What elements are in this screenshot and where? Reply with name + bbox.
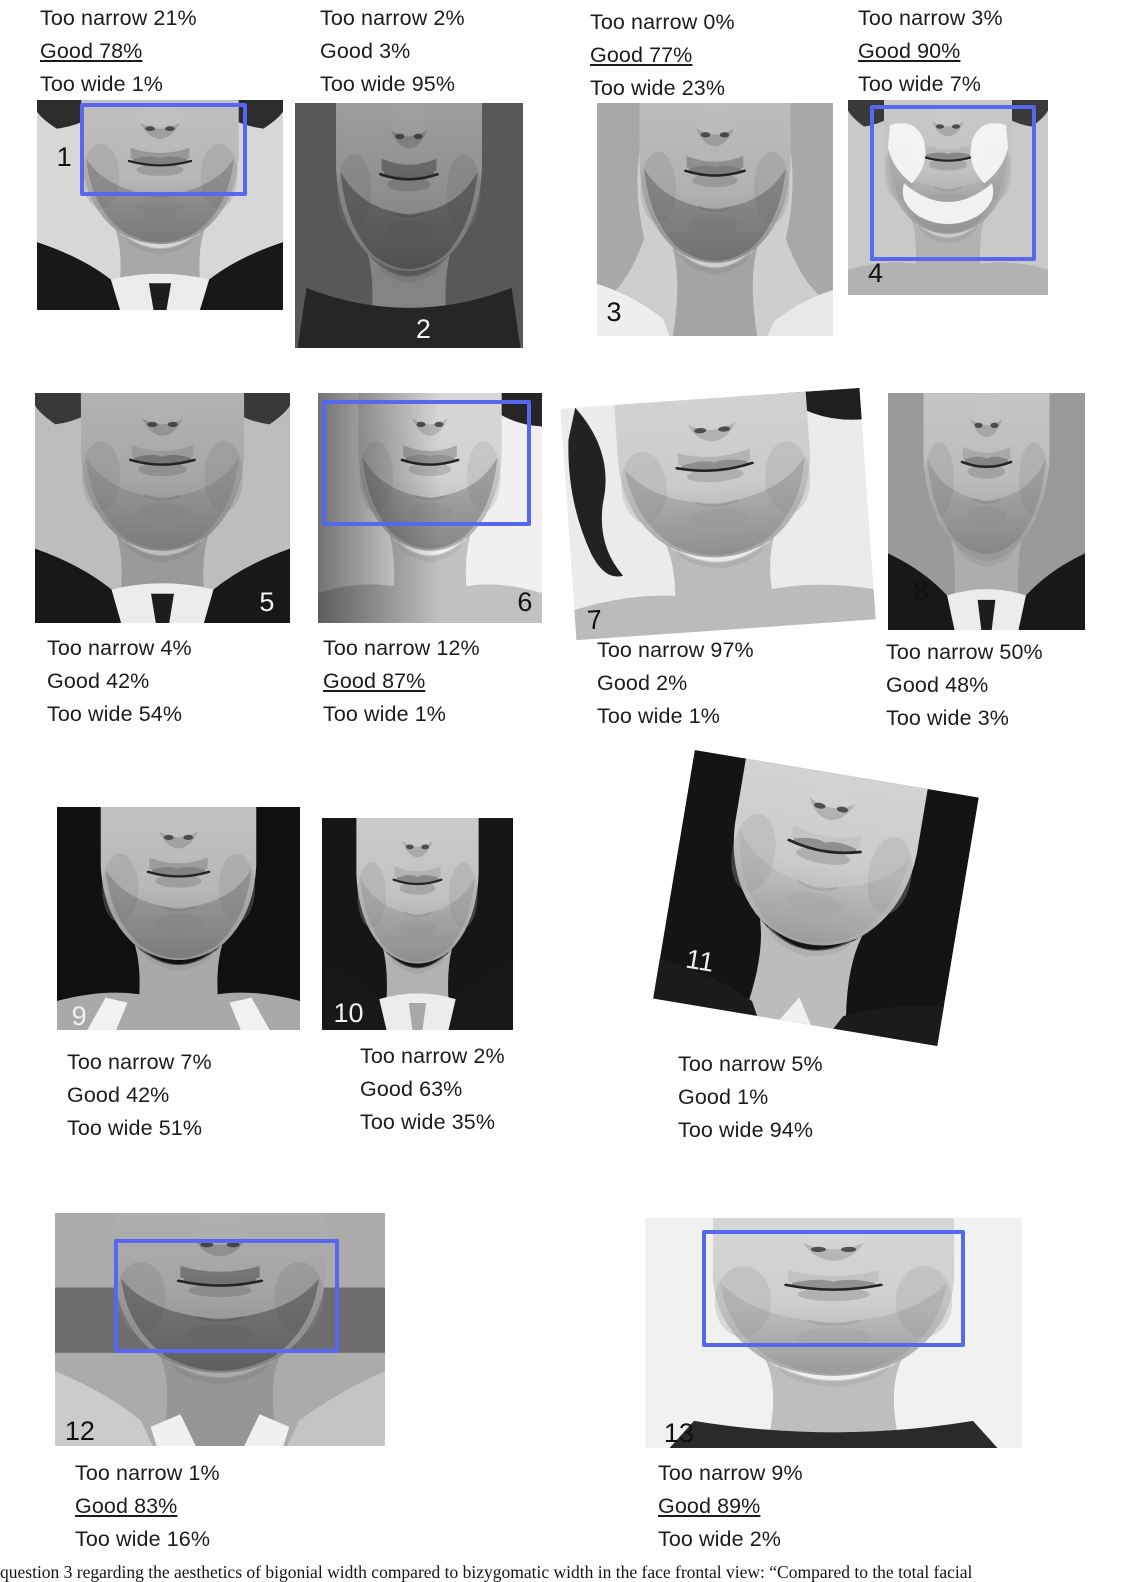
- stat-too-narrow: Too narrow 2%: [360, 1044, 505, 1068]
- stat-too-narrow: Too narrow 1%: [75, 1461, 220, 1485]
- figure-caption: question 3 regarding the aesthetics of b…: [0, 1562, 973, 1582]
- stat-too-narrow: Too narrow 2%: [320, 6, 465, 30]
- stat-too-wide: Too wide 54%: [47, 702, 183, 726]
- face-photo: 8: [888, 393, 1085, 630]
- photo-number-label: 7: [586, 603, 604, 635]
- face-illustration: [55, 1213, 385, 1446]
- face-illustration: [318, 393, 542, 623]
- face-photo: 11: [653, 749, 979, 1047]
- face-photo: 1: [37, 100, 283, 310]
- stat-too-narrow: Too narrow 21%: [40, 6, 197, 30]
- face-photo: 7: [560, 387, 876, 641]
- face-illustration: [653, 749, 979, 1047]
- face-illustration: [322, 818, 513, 1030]
- photo-number-label: 8: [913, 575, 929, 606]
- stat-good: Good 89%: [658, 1494, 761, 1518]
- face-illustration: [57, 807, 300, 1030]
- stats-block: Too narrow 3% Good 90% Too wide 7%: [858, 2, 1003, 101]
- photo-number-label: 5: [259, 586, 275, 617]
- aoi-box: [322, 399, 531, 527]
- face-photo: 12: [55, 1213, 385, 1446]
- photo-number-label: 13: [663, 1418, 694, 1448]
- stat-too-narrow: Too narrow 5%: [678, 1052, 823, 1076]
- aoi-box: [114, 1238, 339, 1353]
- stat-too-narrow: Too narrow 12%: [323, 636, 480, 660]
- stats-block: Too narrow 2% Good 3% Too wide 95%: [320, 2, 465, 101]
- photo-number-label: 6: [517, 586, 533, 617]
- photo-number-label: 10: [333, 998, 364, 1029]
- stat-too-wide: Too wide 16%: [75, 1527, 211, 1551]
- face-photo: 13: [645, 1218, 1022, 1448]
- face-photo: 10: [322, 818, 513, 1030]
- face-illustration: [888, 393, 1085, 630]
- stat-too-wide: Too wide 1%: [40, 72, 164, 96]
- photo-number-label: 12: [64, 1416, 95, 1446]
- stat-too-wide: Too wide 1%: [323, 702, 447, 726]
- stat-too-wide: Too wide 7%: [858, 72, 982, 96]
- stat-good: Good 83%: [75, 1494, 178, 1518]
- face-photo: 2: [295, 103, 523, 348]
- face-photo: 3: [597, 103, 833, 336]
- photo-number-label: 9: [71, 1001, 87, 1030]
- stat-too-wide: Too wide 35%: [360, 1110, 496, 1134]
- face-illustration: [848, 100, 1048, 295]
- stat-too-wide: Too wide 2%: [658, 1527, 782, 1551]
- stats-block: Too narrow 5% Good 1% Too wide 94%: [678, 1048, 823, 1147]
- stat-too-wide: Too wide 95%: [320, 72, 456, 96]
- face-illustration: [645, 1218, 1022, 1448]
- stat-good: Good 3%: [320, 39, 411, 63]
- face-photo: 6: [318, 393, 542, 623]
- stat-too-narrow: Too narrow 0%: [590, 10, 735, 34]
- stats-block: Too narrow 12% Good 87% Too wide 1%: [323, 632, 480, 731]
- stat-good: Good 87%: [323, 669, 426, 693]
- photo-number-label: 11: [683, 943, 717, 978]
- stat-too-narrow: Too narrow 4%: [47, 636, 192, 660]
- stat-good: Good 42%: [47, 669, 150, 693]
- face-illustration: [35, 393, 290, 623]
- stat-good: Good 63%: [360, 1077, 463, 1101]
- stat-too-wide: Too wide 1%: [597, 704, 721, 728]
- photo-number-label: 1: [56, 142, 72, 173]
- stat-too-wide: Too wide 94%: [678, 1118, 814, 1142]
- stats-block: Too narrow 2% Good 63% Too wide 35%: [360, 1040, 505, 1139]
- face-photo: 9: [57, 807, 300, 1030]
- stat-good: Good 2%: [597, 671, 688, 695]
- stats-block: Too narrow 50% Good 48% Too wide 3%: [886, 636, 1043, 735]
- stat-too-narrow: Too narrow 97%: [597, 638, 754, 662]
- face-illustration: [560, 387, 876, 641]
- stat-good: Good 42%: [67, 1083, 170, 1107]
- stat-too-wide: Too wide 51%: [67, 1116, 203, 1140]
- stat-too-narrow: Too narrow 9%: [658, 1461, 803, 1485]
- stat-good: Good 48%: [886, 673, 989, 697]
- stats-block: Too narrow 7% Good 42% Too wide 51%: [67, 1046, 212, 1145]
- stat-too-wide: Too wide 23%: [590, 76, 726, 100]
- aoi-box: [870, 104, 1036, 261]
- photo-number-label: 3: [606, 296, 622, 327]
- stats-block: Too narrow 0% Good 77% Too wide 23%: [590, 6, 735, 105]
- stat-too-narrow: Too narrow 50%: [886, 640, 1043, 664]
- stats-block: Too narrow 4% Good 42% Too wide 54%: [47, 632, 192, 731]
- stats-block: Too narrow 97% Good 2% Too wide 1%: [597, 634, 754, 733]
- stats-block: Too narrow 9% Good 89% Too wide 2%: [658, 1457, 803, 1556]
- photo-number-label: 4: [868, 257, 884, 288]
- stats-block: Too narrow 1% Good 83% Too wide 16%: [75, 1457, 220, 1556]
- stat-good: Good 90%: [858, 39, 961, 63]
- face-illustration: [295, 103, 523, 348]
- photo-number-label: 2: [415, 314, 431, 345]
- stat-good: Good 78%: [40, 39, 143, 63]
- stats-block: Too narrow 21% Good 78% Too wide 1%: [40, 2, 197, 101]
- aoi-box: [701, 1229, 966, 1347]
- stat-too-narrow: Too narrow 3%: [858, 6, 1003, 30]
- stat-good: Good 1%: [678, 1085, 769, 1109]
- aoi-box: [80, 103, 248, 196]
- face-photo: 5: [35, 393, 290, 623]
- stat-too-narrow: Too narrow 7%: [67, 1050, 212, 1074]
- stat-too-wide: Too wide 3%: [886, 706, 1010, 730]
- face-illustration: [597, 103, 833, 336]
- stat-good: Good 77%: [590, 43, 693, 67]
- face-photo: 4: [848, 100, 1048, 295]
